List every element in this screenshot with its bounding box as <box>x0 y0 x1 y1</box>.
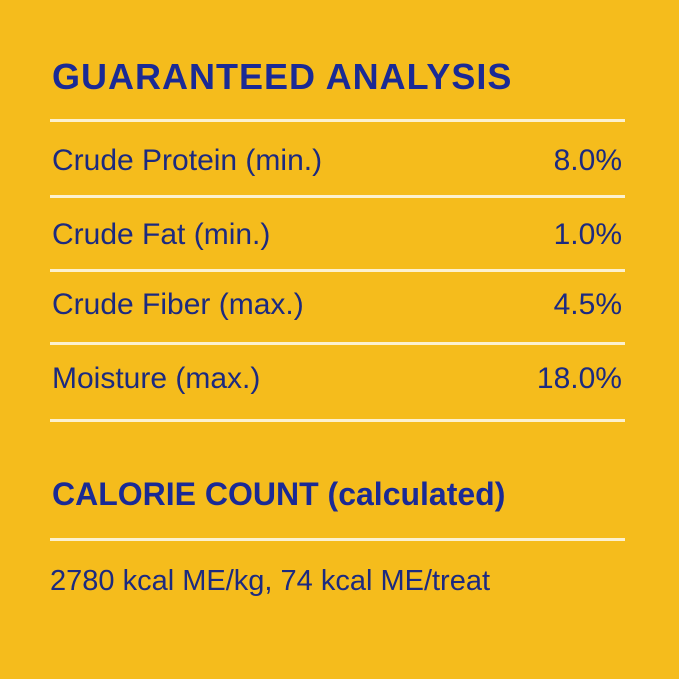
divider <box>50 342 625 345</box>
row-label: Crude Fiber (max.) <box>52 288 304 321</box>
divider <box>50 195 625 198</box>
analysis-row-moisture: Moisture (max.) 18.0% <box>52 359 622 399</box>
row-value: 18.0% <box>536 362 622 395</box>
row-value: 8.0% <box>553 144 622 177</box>
divider <box>50 538 625 541</box>
row-value: 1.0% <box>553 218 622 251</box>
row-label: Moisture (max.) <box>52 362 261 395</box>
calorie-count-text: 2780 kcal ME/kg, 74 kcal ME/treat <box>50 565 491 597</box>
row-value: 4.5% <box>553 288 622 321</box>
analysis-row-protein: Crude Protein (min.) 8.0% <box>52 141 622 181</box>
analysis-row-fiber: Crude Fiber (max.) 4.5% <box>52 285 622 325</box>
analysis-row-fat: Crude Fat (min.) 1.0% <box>52 215 622 255</box>
row-label: Crude Protein (min.) <box>52 144 323 177</box>
guaranteed-analysis-title: GUARANTEED ANALYSIS <box>52 56 513 97</box>
divider <box>50 419 625 422</box>
divider <box>50 119 625 122</box>
divider <box>50 269 625 272</box>
calorie-count-title: CALORIE COUNT (calculated) <box>52 476 506 512</box>
row-label: Crude Fat (min.) <box>52 218 271 251</box>
